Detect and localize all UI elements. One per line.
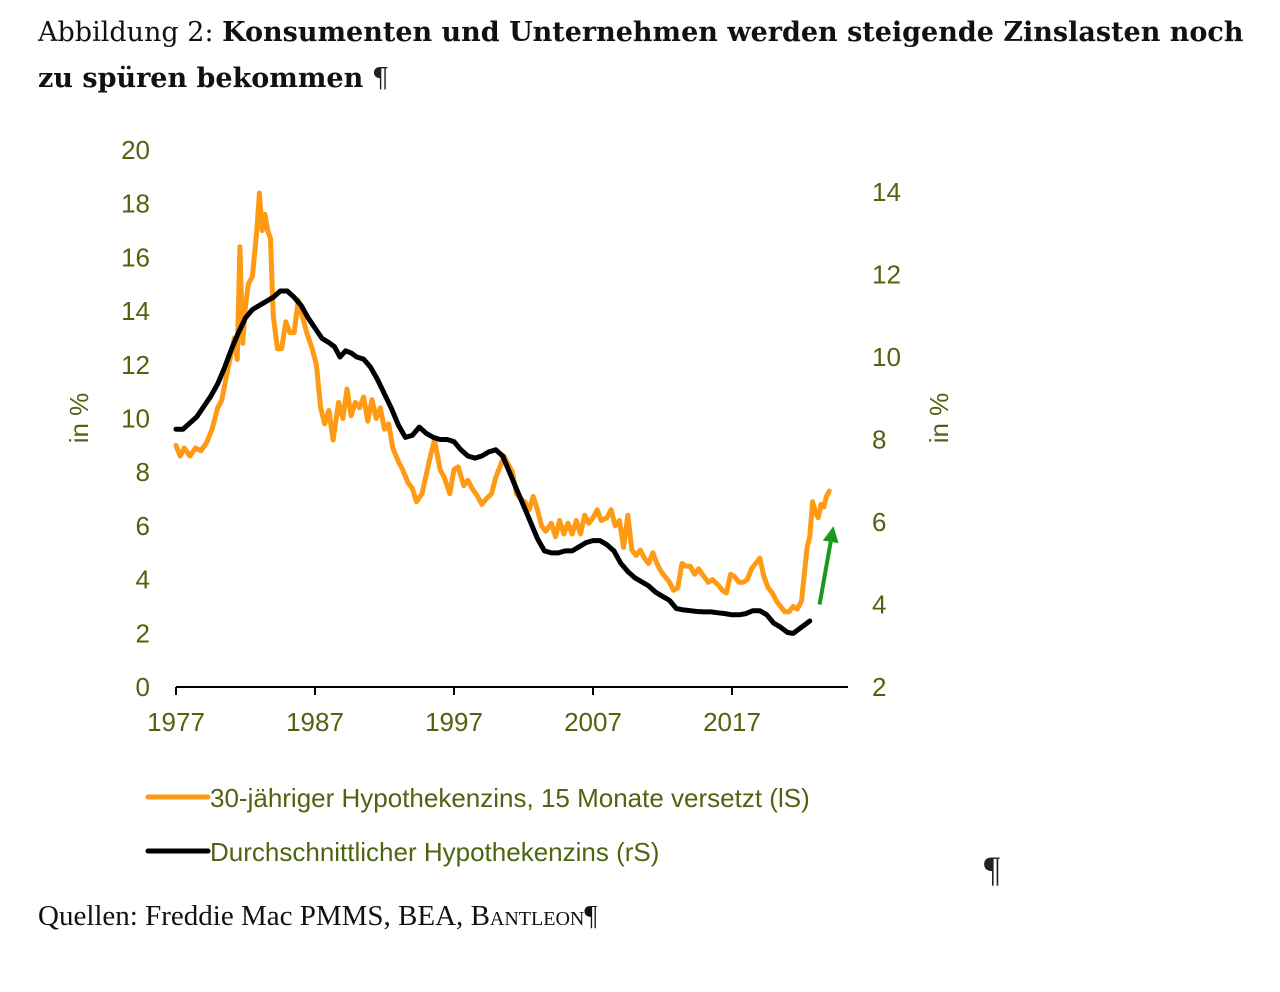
legend-label-black: Durchschnittlicher Hypothekenzins (rS) <box>210 837 659 867</box>
figure-caption: Abbildung 2: Konsumenten und Unternehmen… <box>38 10 1278 102</box>
x-tick-label: 2007 <box>564 707 622 737</box>
left-tick-label: 18 <box>121 189 150 219</box>
series-line-black <box>173 288 813 636</box>
legend-label-orange: 30-jähriger Hypothekenzins, 15 Monate ve… <box>210 783 810 813</box>
legend: 30-jähriger Hypothekenzins, 15 Monate ve… <box>145 783 810 867</box>
right-tick-label: 14 <box>872 177 901 207</box>
source-label: Quellen: Freddie Mac PMMS, BEA, <box>38 900 471 932</box>
x-tick-label: 1997 <box>425 707 483 737</box>
left-axis-ticks: 0 2 4 6 8 10 12 14 16 18 20 <box>121 135 150 702</box>
left-tick-label: 14 <box>121 296 150 326</box>
pilcrow-mark: ¶ <box>371 63 390 94</box>
right-tick-label: 2 <box>872 672 886 702</box>
right-tick-label: 4 <box>872 590 886 620</box>
x-tick-label: 1977 <box>147 707 205 737</box>
x-axis: 1977 1987 1997 2007 2017 <box>147 686 848 737</box>
left-tick-label: 0 <box>136 672 150 702</box>
pilcrow-mark: ¶ <box>584 900 598 932</box>
left-tick-label: 16 <box>121 242 150 272</box>
right-tick-label: 12 <box>872 260 901 290</box>
trend-arrow-head-icon <box>822 526 839 544</box>
right-axis-ticks: 2 4 6 8 10 12 14 <box>872 177 901 702</box>
left-tick-label: 10 <box>121 404 150 434</box>
left-tick-label: 6 <box>136 511 150 541</box>
series-layer <box>173 190 832 636</box>
left-tick-label: 12 <box>121 350 150 380</box>
mortgage-rate-chart: 0 2 4 6 8 10 12 14 16 18 20 2 4 6 8 10 12 14 in % in % 1… <box>64 135 954 867</box>
series-line-orange <box>173 190 832 615</box>
right-tick-label: 6 <box>872 507 886 537</box>
source-brand: Bantleon <box>470 900 585 932</box>
left-tick-label: 2 <box>136 618 150 648</box>
pilcrow-mark: ¶ <box>984 849 1001 889</box>
caption-prefix: Abbildung 2: <box>38 17 223 48</box>
annotation-layer <box>817 526 839 605</box>
right-tick-label: 8 <box>872 425 886 455</box>
left-tick-label: 4 <box>136 565 150 595</box>
left-tick-label: 20 <box>121 135 150 165</box>
right-tick-label: 10 <box>872 342 901 372</box>
x-tick-label: 1987 <box>286 707 344 737</box>
source-note: Quellen: Freddie Mac PMMS, BEA, Bantleon… <box>38 900 597 933</box>
left-axis-title: in % <box>64 393 94 444</box>
trend-arrow-shaft <box>817 541 833 605</box>
left-tick-label: 8 <box>136 457 150 487</box>
x-tick-label: 2017 <box>703 707 761 737</box>
caption-title: Konsumenten und Unternehmen werden steig… <box>38 17 1244 94</box>
right-axis-title: in % <box>924 393 954 444</box>
